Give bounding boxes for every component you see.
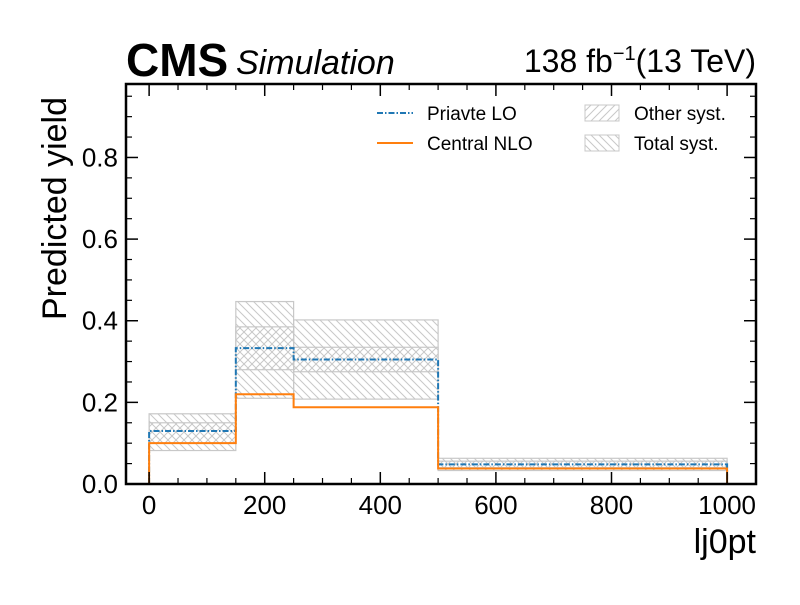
luminosity-label: 138 fb−1(13 TeV) xyxy=(524,43,756,79)
legend-swatch-other-syst xyxy=(584,104,620,122)
energy-label: (13 TeV) xyxy=(636,43,756,79)
y-tick-label: 0.2 xyxy=(82,387,118,417)
y-tick-label: 0.4 xyxy=(82,306,118,336)
legend-swatch-total-syst xyxy=(584,134,620,152)
x-tick-label: 600 xyxy=(474,490,517,520)
y-tick-label: 0.6 xyxy=(82,224,118,254)
y-tick-label: 0.0 xyxy=(82,469,118,499)
x-axis-label: lj0pt xyxy=(694,523,757,561)
band-total-syst-bin-1 xyxy=(235,300,295,399)
legend-label-priavte-lo: Priavte LO xyxy=(427,104,517,125)
axis-ticks: 0 200 400 600 800 1000 0.0 0.2 0.4 0.6 0.8 xyxy=(82,84,757,520)
y-tick-label: 0.8 xyxy=(82,142,118,172)
y-axis-label: Predicted yield xyxy=(36,97,74,320)
series-line-priavte-lo xyxy=(148,347,729,484)
legend: Priavte LO Central NLO Other syst. Total… xyxy=(377,104,726,155)
status-label: Simulation xyxy=(236,44,395,82)
x-tick-label: 1000 xyxy=(698,490,756,520)
experiment-label: CMS xyxy=(126,34,228,86)
x-tick-label: 800 xyxy=(590,490,633,520)
x-tick-label: 0 xyxy=(142,490,156,520)
legend-label-other-syst: Other syst. xyxy=(634,104,726,125)
x-tick-label: 400 xyxy=(359,490,402,520)
legend-label-central-nlo: Central NLO xyxy=(427,134,533,155)
lumi-exponent: −1 xyxy=(613,43,636,65)
plot-frame xyxy=(124,82,758,486)
series-line-central-nlo xyxy=(148,393,729,484)
band-total-syst-bin-0 xyxy=(148,413,237,452)
histogram-series xyxy=(148,347,729,484)
x-tick-label: 200 xyxy=(243,490,286,520)
lumi-value: 138 fb xyxy=(524,43,613,79)
legend-label-total-syst: Total syst. xyxy=(634,134,718,155)
